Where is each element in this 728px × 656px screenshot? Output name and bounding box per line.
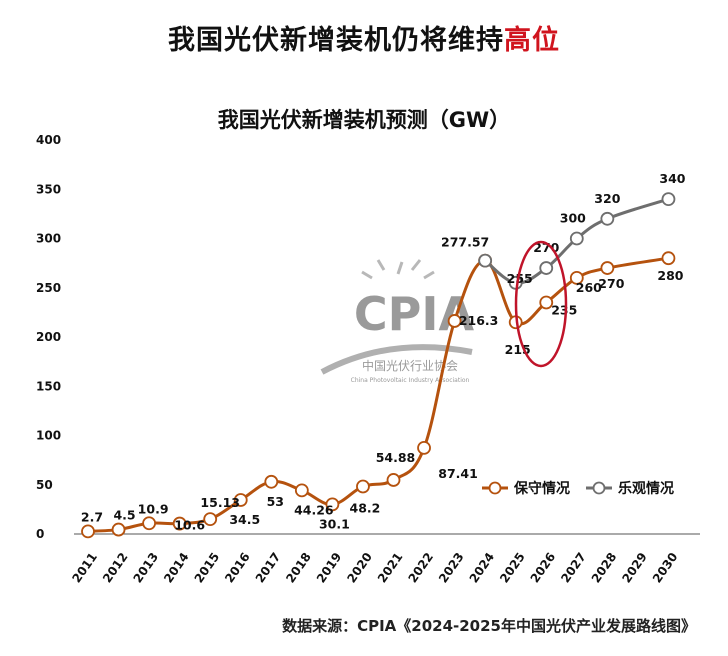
page-headline: 我国光伏新增装机仍将维持高位 bbox=[0, 18, 728, 57]
data-label: 30.1 bbox=[319, 516, 350, 531]
data-label: 87.41 bbox=[438, 466, 478, 481]
data-label: 10.9 bbox=[138, 501, 169, 516]
legend-optimistic-label: 乐观情况 bbox=[618, 480, 674, 497]
x-tick-label: 2020 bbox=[344, 550, 375, 585]
y-tick-label: 300 bbox=[36, 232, 61, 246]
x-tick-label: 2014 bbox=[161, 550, 192, 585]
x-tick-label: 2017 bbox=[253, 550, 284, 585]
conservative-point bbox=[356, 479, 370, 494]
x-tick-label: 2016 bbox=[222, 550, 253, 585]
headline-main: 我国光伏新增装机仍将维持 bbox=[168, 25, 504, 56]
conservative-point bbox=[539, 295, 554, 310]
legend: 保守情况 乐观情况 bbox=[482, 480, 674, 497]
optimistic-point bbox=[478, 253, 493, 268]
conservative-point bbox=[172, 516, 187, 531]
optimistic-point bbox=[600, 211, 615, 226]
x-tick-label: 2021 bbox=[375, 550, 406, 585]
data-label: 216.3 bbox=[459, 313, 499, 328]
x-tick-label: 2018 bbox=[283, 550, 314, 585]
data-label: 10.6 bbox=[174, 518, 205, 533]
x-tick-label: 2019 bbox=[314, 550, 345, 585]
data-label: 215 bbox=[505, 342, 531, 357]
optimistic-point bbox=[539, 261, 554, 275]
x-tick-label: 2030 bbox=[650, 550, 681, 585]
cpia-watermark: CPIA 中国光伏行业协会 China Photovoltaic Industr… bbox=[320, 259, 475, 384]
y-tick-label: 350 bbox=[36, 182, 61, 196]
watermark-swoosh bbox=[320, 344, 473, 375]
watermark-name-en: China Photovoltaic Industry Association bbox=[351, 377, 470, 384]
legend-optimistic-marker bbox=[592, 481, 606, 495]
x-tick-label: 2023 bbox=[436, 550, 467, 585]
conservative-point bbox=[203, 512, 218, 526]
data-label: 15.13 bbox=[200, 495, 240, 510]
x-tick-label: 2015 bbox=[192, 550, 223, 585]
data-label: 48.2 bbox=[350, 501, 381, 516]
conservative-point bbox=[417, 441, 431, 455]
y-tick-label: 0 bbox=[36, 527, 44, 541]
conservative-point bbox=[142, 516, 157, 531]
data-label: 54.88 bbox=[376, 450, 416, 465]
highlight-circle-2025 bbox=[514, 240, 568, 368]
x-tick-label: 2029 bbox=[619, 550, 650, 585]
conservative-point bbox=[111, 522, 126, 537]
conservative-point bbox=[447, 314, 462, 328]
data-label: 340 bbox=[659, 171, 685, 186]
conservative-point bbox=[600, 261, 615, 275]
conservative-point bbox=[386, 473, 401, 487]
legend-conservative-label: 保守情况 bbox=[513, 480, 570, 497]
data-label: 2.7 bbox=[81, 509, 103, 524]
optimistic-point bbox=[569, 231, 584, 246]
conservative-point bbox=[569, 270, 584, 285]
y-tick-label: 100 bbox=[36, 429, 61, 443]
x-tick-label: 2026 bbox=[528, 550, 559, 585]
data-label: 280 bbox=[657, 268, 683, 283]
conservative-point bbox=[233, 493, 248, 507]
headline-highlight: 高位 bbox=[504, 25, 560, 56]
conservative-point bbox=[294, 483, 309, 498]
y-tick-label: 400 bbox=[36, 133, 61, 147]
data-label: 53 bbox=[267, 494, 284, 509]
x-tick-label: 2027 bbox=[558, 550, 589, 585]
conservative-point bbox=[81, 524, 95, 539]
data-label: 270 bbox=[598, 276, 624, 291]
x-tick-label: 2012 bbox=[100, 550, 131, 585]
x-tick-label: 2013 bbox=[131, 550, 162, 585]
x-tick-label: 2022 bbox=[405, 550, 436, 585]
data-label: 300 bbox=[560, 211, 586, 226]
data-label: 260 bbox=[576, 280, 602, 295]
y-tick-label: 250 bbox=[36, 281, 61, 295]
chart-title: 我国光伏新增装机预测（GW） bbox=[217, 108, 511, 132]
x-tick-label: 2024 bbox=[467, 550, 498, 585]
conservative-point bbox=[661, 251, 676, 266]
data-label: 34.5 bbox=[229, 512, 260, 527]
data-label: 255 bbox=[507, 271, 533, 286]
y-tick-label: 50 bbox=[36, 478, 53, 492]
watermark-logo-text: CPIA bbox=[354, 287, 475, 341]
legend-conservative-marker bbox=[488, 481, 502, 495]
watermark-name-cn: 中国光伏行业协会 bbox=[362, 358, 458, 373]
watermark-sun-rays bbox=[361, 259, 435, 280]
optimistic-point bbox=[661, 192, 676, 207]
data-label: 4.5 bbox=[113, 508, 135, 523]
conservative-point bbox=[325, 497, 340, 512]
data-label: 277.57 bbox=[441, 235, 489, 250]
x-tick-label: 2011 bbox=[69, 550, 100, 585]
conservative-point bbox=[264, 474, 279, 489]
y-tick-label: 150 bbox=[36, 379, 61, 393]
x-tick-label: 2025 bbox=[497, 550, 528, 585]
data-label: 235 bbox=[551, 303, 577, 318]
y-tick-label: 200 bbox=[36, 330, 61, 344]
source-note: 数据来源：CPIA《2024-2025年中国光伏产业发展路线图》 bbox=[282, 617, 696, 635]
data-label: 44.26 bbox=[294, 502, 334, 517]
x-tick-label: 2028 bbox=[589, 550, 620, 585]
data-label: 320 bbox=[594, 191, 620, 206]
